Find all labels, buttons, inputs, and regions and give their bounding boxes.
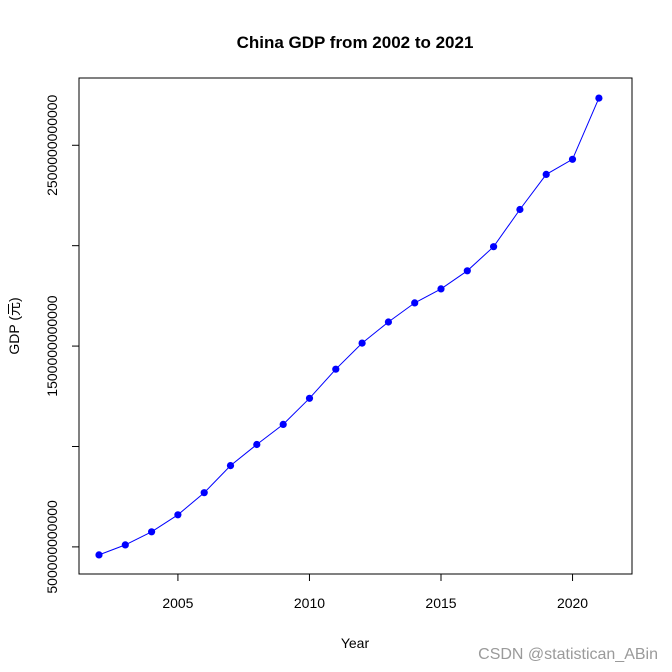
x-tick-label: 2015 [425, 595, 456, 611]
chart-title: China GDP from 2002 to 2021 [237, 33, 474, 52]
data-points [95, 94, 603, 559]
y-tick-label: 500000000000 [44, 500, 60, 594]
y-tick-label: 2500000000000 [44, 94, 60, 195]
x-tick-label: 2010 [294, 595, 325, 611]
y-tick-label: 1500000000000 [44, 295, 60, 396]
data-point [411, 299, 419, 307]
data-point [568, 155, 577, 163]
data-point [516, 205, 524, 214]
x-axis-label: Year [341, 635, 370, 651]
data-point [490, 243, 498, 251]
x-tick-label: 2020 [557, 595, 588, 611]
data-point [121, 541, 129, 549]
data-point [200, 489, 208, 497]
data-point [595, 94, 603, 102]
data-point [95, 551, 103, 559]
data-point [542, 170, 550, 178]
x-axis: 2005 2010 2015 2020 [162, 574, 588, 611]
x-tick-label: 2005 [162, 595, 193, 611]
watermark: CSDN @statistican_ABin [478, 646, 658, 663]
data-point [463, 267, 471, 275]
y-axis-label: GDP (元) [6, 297, 22, 354]
data-point [226, 462, 235, 470]
data-point [253, 440, 261, 449]
plot-frame [78, 77, 633, 575]
data-point [384, 318, 392, 326]
y-axis: 500000000000 1500000000000 2500000000000 [44, 94, 79, 594]
series-line [98, 97, 600, 556]
data-point [332, 365, 340, 373]
data-point [437, 285, 445, 293]
data-point [279, 420, 287, 428]
data-point [358, 339, 366, 347]
data-point [174, 511, 182, 519]
data-point [148, 528, 156, 536]
data-point [305, 394, 314, 402]
